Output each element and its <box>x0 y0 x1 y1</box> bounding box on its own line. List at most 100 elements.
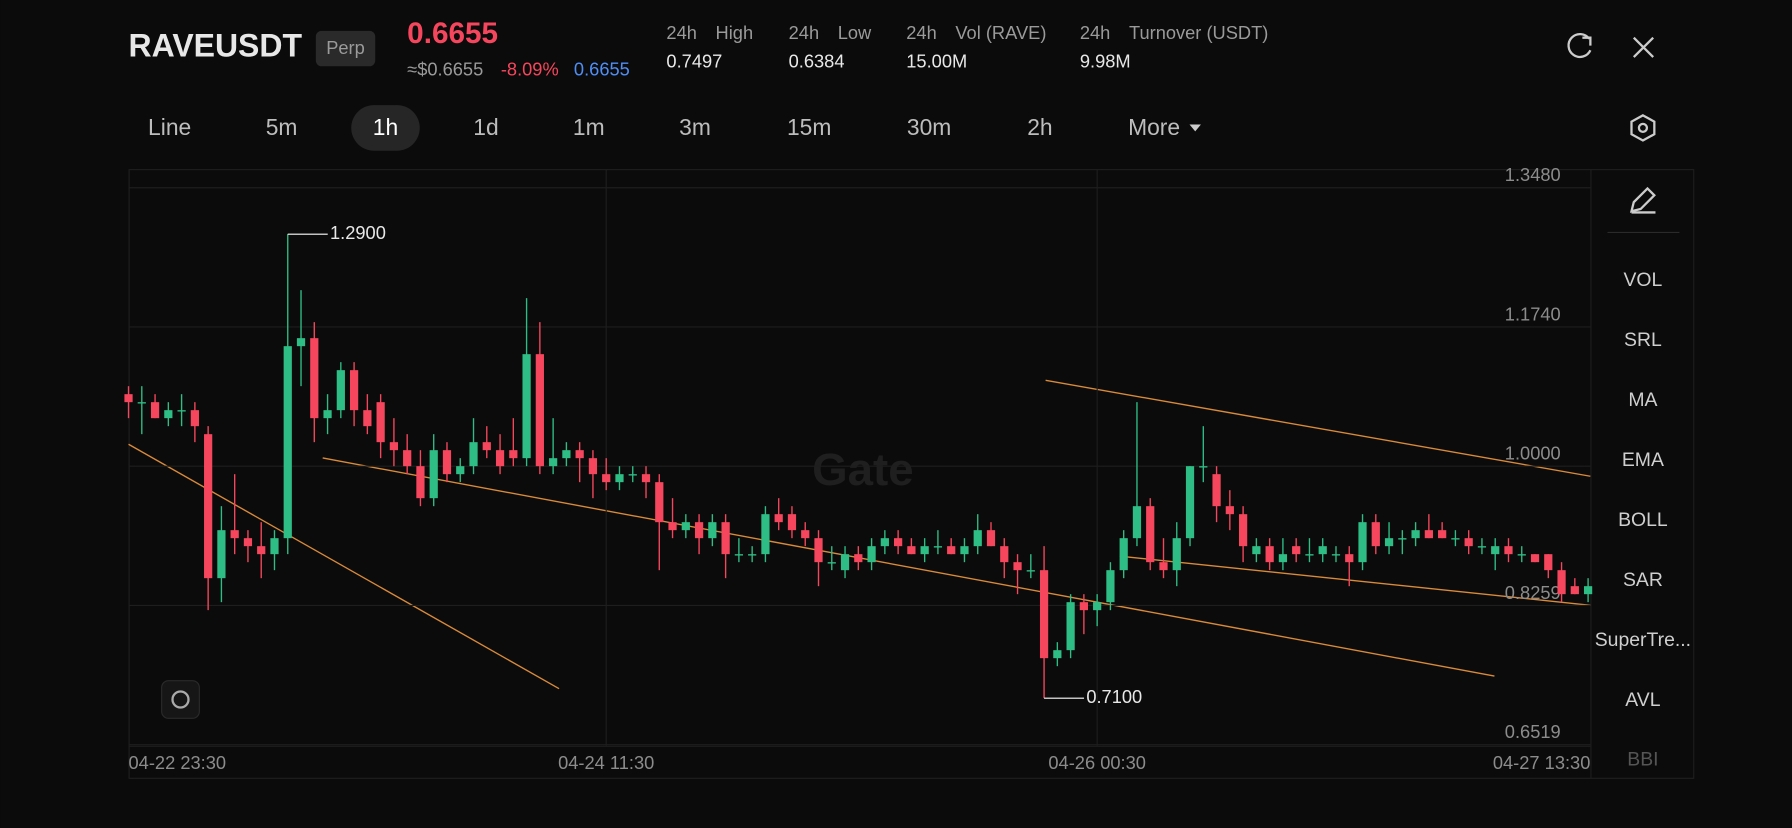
candle-body <box>495 450 505 467</box>
mark-price: 0.6655 <box>574 59 630 80</box>
stat-period: 24h <box>789 22 819 43</box>
candle-body <box>429 450 438 499</box>
candle-body <box>801 530 810 539</box>
indicator-button[interactable]: BBI <box>1627 749 1658 771</box>
candle-body <box>456 466 465 475</box>
stat-period: 24h <box>1080 22 1110 43</box>
stat-period: 24h <box>666 22 696 43</box>
refresh-icon[interactable] <box>1567 32 1592 59</box>
candle-body <box>615 474 624 483</box>
candle-body <box>907 546 916 555</box>
timeframe-tab[interactable]: 2h <box>1027 114 1052 140</box>
approx-price: ≈$0.6655 <box>407 59 483 80</box>
candle-body <box>1331 554 1341 556</box>
reset-view-button[interactable] <box>161 680 200 719</box>
candle-body <box>1212 474 1221 507</box>
indicator-button[interactable]: EMA <box>1622 449 1664 471</box>
indicator-button[interactable]: SAR <box>1623 569 1663 591</box>
badge-bg <box>315 30 376 67</box>
candle-body <box>1544 554 1553 571</box>
timeframe-tab[interactable]: 30m <box>907 114 951 140</box>
candle-body <box>1292 546 1301 555</box>
last-price: 0.6655 <box>407 17 498 50</box>
candle-body <box>641 474 651 483</box>
timeframe-tab[interactable]: More <box>1128 114 1180 140</box>
candle-body <box>177 410 186 412</box>
candle-body <box>1305 554 1314 556</box>
more-caret[interactable] <box>1189 124 1201 132</box>
candle-body <box>310 338 319 419</box>
candle-body <box>814 538 823 563</box>
candle-body <box>296 338 306 347</box>
candle-body <box>243 538 253 547</box>
close-icon[interactable] <box>1632 36 1654 58</box>
candle-body <box>1398 538 1407 540</box>
candle-body <box>549 458 558 467</box>
indicator-button[interactable]: SuperTre... <box>1595 629 1691 651</box>
indicator-button[interactable]: VOL <box>1623 269 1662 291</box>
candle-body <box>1159 562 1168 571</box>
candle-body <box>1093 602 1102 611</box>
candle-body <box>442 450 452 475</box>
candle-body <box>894 538 903 547</box>
candle-body <box>1570 586 1579 595</box>
timeframe-tab[interactable]: 5m <box>266 114 298 140</box>
candle-body <box>1451 538 1460 540</box>
stat-value: 15.00M <box>906 51 967 72</box>
candle-body <box>854 554 863 563</box>
timeframe-tab[interactable]: Line <box>148 114 191 140</box>
timeframe-tab[interactable]: 3m <box>679 114 711 140</box>
indicator-button[interactable]: AVL <box>1625 689 1660 711</box>
candle-body <box>283 346 292 539</box>
timeframe-tab[interactable]: 1h <box>373 114 398 140</box>
candle-body <box>986 530 996 547</box>
candle-body <box>217 530 226 579</box>
candle-body <box>1384 538 1394 547</box>
candle-body <box>1066 602 1075 651</box>
candle-body <box>137 402 146 404</box>
candle-body <box>1583 586 1593 595</box>
candle-body <box>681 522 690 531</box>
candle-body <box>1557 570 1566 595</box>
candle-body <box>469 442 478 467</box>
indicator-button[interactable]: MA <box>1628 389 1657 411</box>
candle-body <box>1199 466 1208 468</box>
chart-frame <box>128 169 1695 779</box>
candle-body <box>602 474 611 483</box>
drawn-trendlines <box>128 379 1591 690</box>
timeframe-tab[interactable]: 1d <box>473 114 498 140</box>
candle-body <box>230 530 239 539</box>
candle-body <box>721 522 730 555</box>
candle-body <box>1238 514 1248 547</box>
candle-body <box>535 354 544 467</box>
y-tick-label: 1.0000 <box>1505 443 1561 464</box>
timeframe-tab[interactable]: 1m <box>573 114 605 140</box>
candle-body <box>257 546 266 555</box>
candle-body <box>588 458 598 475</box>
candle-body <box>376 402 385 443</box>
pencil-icon[interactable] <box>1629 186 1656 214</box>
indicator-button[interactable]: BOLL <box>1618 509 1668 531</box>
indicator-button[interactable]: SRL <box>1624 329 1662 351</box>
stat-label: Turnover (USDT) <box>1129 22 1268 43</box>
candle-body <box>389 442 399 451</box>
candle-body <box>748 554 757 556</box>
badge: Perp <box>326 37 365 58</box>
timeframe-tab[interactable]: 15m <box>787 114 831 140</box>
plot: 1.3480 1.1740 1.0000 0.8259 0.6519 04-22 23:3… <box>124 164 1593 773</box>
candle-body <box>1477 546 1487 548</box>
candle-body <box>1411 530 1420 539</box>
candle-body <box>1079 602 1088 611</box>
x-tick-label: 04-24 11:30 <box>558 752 654 773</box>
candle-body <box>575 450 584 459</box>
settings-icon[interactable] <box>1630 114 1656 142</box>
stat-label: Vol (RAVE) <box>955 22 1046 43</box>
stat-value: 9.98M <box>1080 51 1131 72</box>
candle-body <box>562 450 571 459</box>
candle-body <box>1504 546 1513 555</box>
candle-body <box>1132 506 1142 539</box>
candle-body <box>323 410 332 419</box>
